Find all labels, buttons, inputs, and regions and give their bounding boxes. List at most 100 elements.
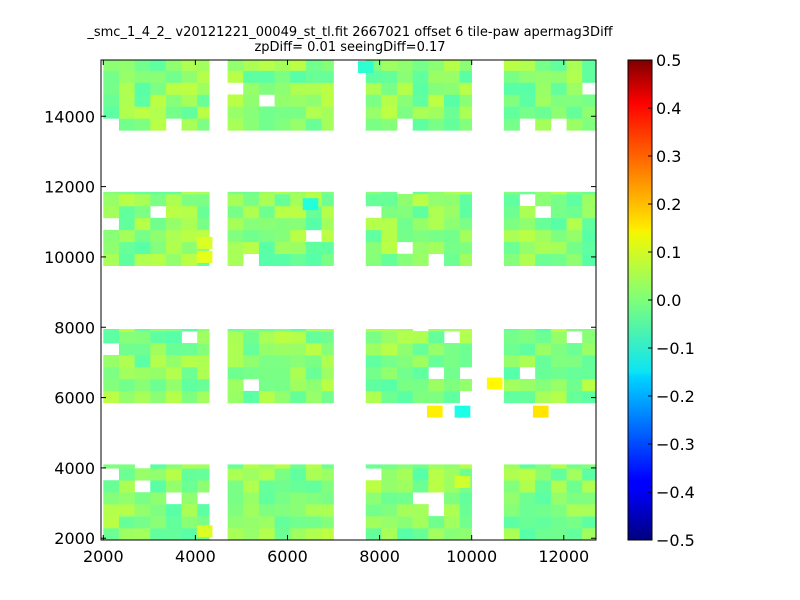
heatmap-cell <box>566 191 583 195</box>
heatmap-cell <box>290 205 307 219</box>
heatmap-cell <box>118 94 135 107</box>
heatmap-cell <box>412 343 429 356</box>
heatmap-cell <box>428 106 445 119</box>
heatmap-cell <box>118 191 135 195</box>
heatmap-cell <box>305 191 322 195</box>
heatmap-cell <box>444 343 461 356</box>
heatmap-cell <box>150 331 167 344</box>
heatmap-cell <box>519 480 536 493</box>
heatmap-cell <box>305 106 322 119</box>
heatmap-cell <box>444 504 461 517</box>
heatmap-outlier-cell <box>196 250 213 263</box>
heatmap-cell <box>412 504 429 517</box>
heatmap-cell <box>519 106 536 119</box>
y-tick-label: 4000 <box>54 459 95 478</box>
y-tick-label: 12000 <box>44 178 95 197</box>
heatmap-cell <box>118 366 135 380</box>
heatmap-cell <box>381 193 398 207</box>
heatmap-cell <box>118 468 135 481</box>
heatmap-cell <box>181 516 198 529</box>
heatmap-cell <box>197 390 210 404</box>
heatmap-cell <box>290 468 307 481</box>
heatmap-cell <box>243 106 260 119</box>
heatmap-cell <box>274 343 291 356</box>
heatmap-cell <box>321 390 334 404</box>
heatmap-cell <box>381 329 398 332</box>
heatmap-cell <box>134 229 151 243</box>
heatmap-cell <box>381 60 398 71</box>
heatmap-cell <box>566 378 583 392</box>
heatmap-cell <box>381 390 398 404</box>
heatmap-cell <box>444 329 461 332</box>
heatmap-cell <box>365 229 382 243</box>
heatmap-cell <box>550 390 567 404</box>
heatmap-cell <box>165 193 182 207</box>
plot-frame <box>100 59 597 541</box>
heatmap-cell <box>134 106 151 119</box>
heatmap-cell <box>428 82 445 95</box>
heatmap-cell <box>397 516 414 529</box>
heatmap-cell <box>118 528 135 540</box>
heatmap-cell <box>397 390 414 404</box>
heatmap-cell <box>566 492 583 505</box>
heatmap-cell <box>519 528 536 540</box>
heatmap-cell <box>197 355 210 368</box>
heatmap-cell <box>428 331 445 344</box>
heatmap-cell <box>444 60 461 71</box>
heatmap-cell <box>459 193 472 207</box>
heatmap-cell <box>397 229 414 243</box>
chart-subtitle: zpDiff= 0.01 seeingDiff=0.17 <box>254 40 446 55</box>
heatmap-cell <box>150 106 167 119</box>
heatmap-cell <box>365 329 382 332</box>
heatmap-cell <box>290 331 307 344</box>
heatmap-cell <box>150 468 167 481</box>
heatmap-cell <box>165 191 182 195</box>
heatmap-cell <box>227 241 244 255</box>
heatmap-cell <box>103 504 120 517</box>
heatmap-cell <box>381 528 398 540</box>
heatmap-cell <box>365 191 382 195</box>
heatmap-cell <box>459 191 472 195</box>
heatmap-cell <box>243 468 260 481</box>
heatmap-cell <box>381 468 398 481</box>
heatmap-outlier-cell <box>486 377 503 390</box>
heatmap-cell <box>444 253 461 267</box>
heatmap-cell <box>165 378 182 392</box>
heatmap-cell <box>305 241 322 255</box>
heatmap-cell <box>459 516 472 529</box>
heatmap-cell <box>397 193 414 207</box>
y-tick-label: 2000 <box>54 529 95 548</box>
heatmap-cell <box>181 106 198 119</box>
heatmap-cell <box>258 106 275 119</box>
heatmap-cell <box>150 82 167 95</box>
heatmap-cell <box>227 191 244 195</box>
heatmap-cell <box>274 60 291 71</box>
chart-title: _smc_1_4_2_ v20121221_00049_st_tl.fit 26… <box>87 25 613 40</box>
heatmap-cell <box>535 217 552 231</box>
heatmap-cell <box>134 378 151 392</box>
heatmap-cell <box>165 94 182 107</box>
heatmap-cell <box>181 329 198 332</box>
heatmap-cell <box>243 118 260 131</box>
heatmap-cell <box>550 516 567 529</box>
heatmap-cell <box>582 331 596 344</box>
heatmap-cell <box>181 60 198 71</box>
heatmap-cell <box>381 229 398 243</box>
heatmap-cell <box>582 217 596 231</box>
heatmap-cell <box>134 329 151 332</box>
heatmap-cell <box>535 60 552 71</box>
heatmap-cell <box>503 480 520 493</box>
heatmap-cell <box>150 118 167 131</box>
heatmap-cell <box>243 193 260 207</box>
heatmap-cell <box>519 504 536 517</box>
heatmap-cell <box>428 528 445 540</box>
heatmap-cell <box>290 106 307 119</box>
heatmap-cell <box>428 329 445 332</box>
heatmap-cell <box>243 70 260 83</box>
x-tick-label: 4000 <box>175 547 216 566</box>
heatmap-cell <box>365 480 382 493</box>
heatmap-cell <box>535 329 552 332</box>
colorbar-tick-label: −0.5 <box>656 531 695 550</box>
heatmap-cell <box>582 241 596 255</box>
